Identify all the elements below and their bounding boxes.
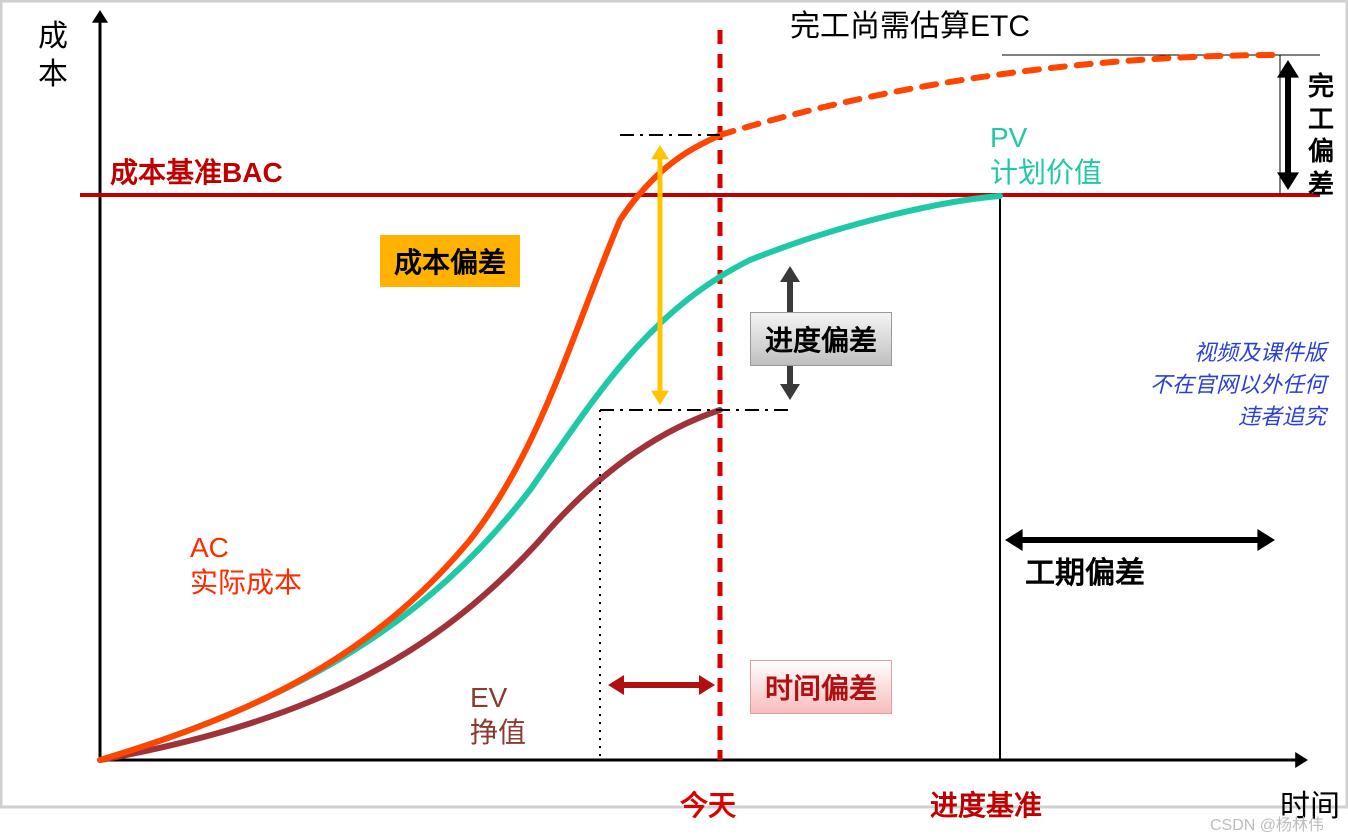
ac-label: AC实际成本: [190, 530, 302, 600]
watermark: 视频及课件版不在官网以外任何违者追究: [1150, 335, 1326, 431]
footer-credit: CSDN @杨林伟: [1210, 816, 1324, 836]
vac-label: 完 工 偏 差: [1308, 70, 1334, 200]
bac-label: 成本基准BAC: [110, 155, 283, 190]
pv-label: PV计划价值: [990, 120, 1102, 190]
ev-label: EV挣值: [470, 680, 526, 750]
today-label: 今天: [680, 788, 736, 823]
time-variance-box: 时间偏差: [750, 660, 892, 714]
evm-chart: { "canvas":{"w":1348,"h":836,"border":"#…: [0, 0, 1348, 836]
y-axis-label: 成 本: [38, 18, 68, 93]
duration-variance-label: 工期偏差: [1025, 555, 1145, 593]
cost-variance-box: 成本偏差: [380, 235, 520, 287]
schedule-variance-box: 进度偏差: [750, 312, 892, 366]
chart-svg: [0, 0, 1348, 836]
schedule-baseline-label: 进度基准: [930, 788, 1042, 823]
etc-label: 完工尚需估算ETC: [790, 8, 1030, 46]
